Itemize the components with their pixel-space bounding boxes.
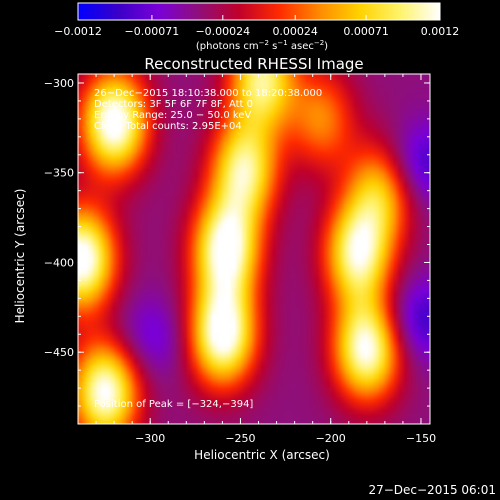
annotation-clean-counts: Clean Total counts: 2.95E+04 [94,121,242,132]
plot-frame [77,73,431,425]
colorbar [78,3,440,20]
colorbar-tick-label: −0.00071 [125,25,180,38]
x-tick-label: −300 [135,432,165,445]
colorbar-ticks: −0.0012 −0.00071 −0.00024 0.00024 0.00071 0.0… [54,15,459,38]
colorbar-frame [77,2,441,21]
x-axis-title: Heliocentric X (arcsec) [194,448,330,462]
colorbar-tick-label: −0.0012 [54,25,102,38]
y-axis-title: Heliocentric Y (arcsec) [13,189,27,324]
y-tick-label: −300 [44,77,74,90]
y-axis-ticks: −300 −350 −400 −450 [44,77,430,407]
colorbar-tick-label: 0.0012 [421,25,460,38]
footer-timestamp: 27−Dec−2015 06:01 [368,483,496,497]
colorbar-tick-label: 0.00024 [272,25,318,38]
y-tick-label: −450 [44,346,74,359]
x-axis-ticks: −300 −250 −200 −150 [95,74,436,445]
x-tick-label: −150 [406,432,436,445]
x-tick-label: −250 [225,432,255,445]
annotation-time-range: 26−Dec−2015 18:10:38.000 to 18:20:38.000 [94,88,322,99]
colorbar-units-label: (photons cm−2 s−1 asec−2) [196,39,328,52]
y-tick-label: −400 [44,256,74,269]
annotation-energy-range: Energy Range: 25.0 − 50.0 keV [94,110,251,121]
chart-title: Reconstructed RHESSI Image [144,55,363,73]
x-tick-label: −200 [316,432,346,445]
annotation-peak-position: Position of Peak = [−324,−394] [94,399,253,410]
annotation-detectors: Detectors: 3F 5F 6F 7F 8F, Att 0 [94,99,253,110]
heatmap-image [78,74,430,424]
colorbar-tick-label: −0.00024 [195,25,250,38]
colorbar-tick-label: 0.00071 [343,25,389,38]
y-tick-label: −350 [44,167,74,180]
